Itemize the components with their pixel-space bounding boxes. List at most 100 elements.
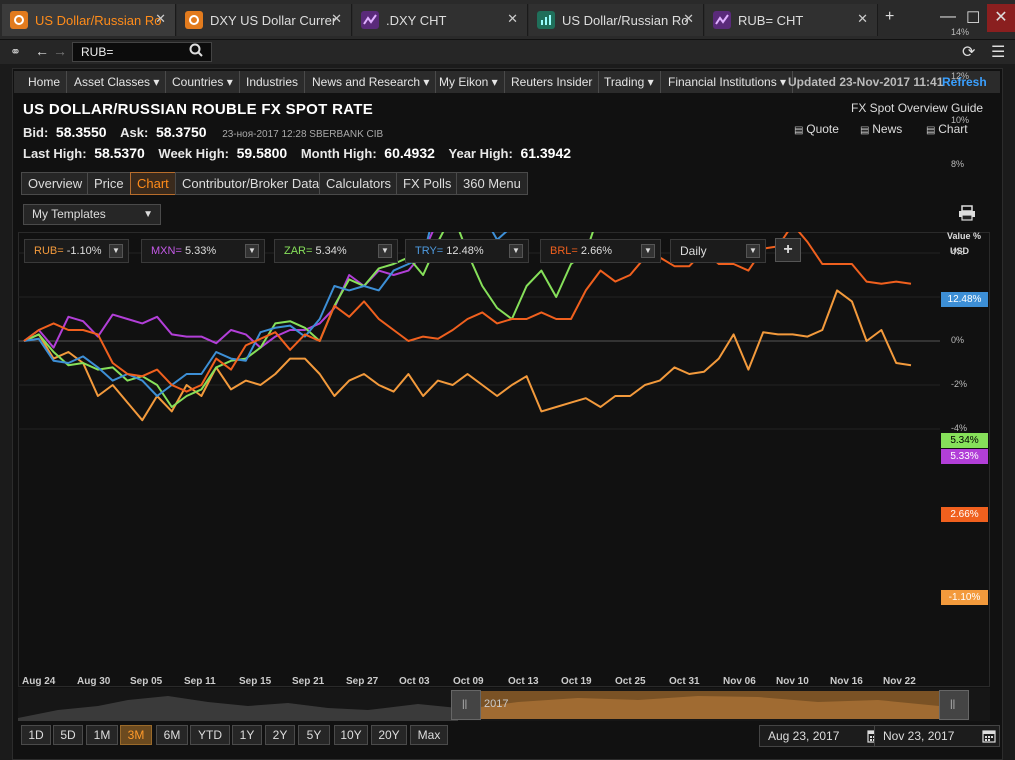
x-tick-label: Sep 21: [292, 676, 325, 687]
chip-dropdown-icon[interactable]: ▼: [509, 244, 523, 258]
series-chip-mxn[interactable]: MXN= 5.33% ▼: [141, 239, 265, 263]
subtab-chart[interactable]: Chart: [130, 172, 176, 195]
quote-link[interactable]: ▤ Quote: [794, 122, 839, 136]
y-tick-label: 10%: [951, 115, 970, 125]
chip-dropdown-icon[interactable]: ▼: [378, 244, 392, 258]
subtab-overview[interactable]: Overview: [21, 172, 90, 195]
series-chip-zar[interactable]: ZAR= 5.34% ▼: [274, 239, 398, 263]
menu-my-eikon[interactable]: My Eikon ▾: [433, 71, 505, 93]
menu-home[interactable]: Home: [22, 71, 68, 93]
print-icon[interactable]: [958, 205, 976, 226]
refresh-link[interactable]: Refresh: [942, 75, 987, 89]
value-tag-zar: 5.34%: [941, 433, 988, 448]
x-tick-label: Oct 19: [561, 676, 592, 687]
navigator-right-handle[interactable]: ||: [939, 690, 969, 720]
chip-mxn-label: MXN=: [151, 245, 182, 257]
series-chip-brl[interactable]: BRL= 2.66% ▼: [540, 239, 661, 263]
chip-brl-label: BRL=: [550, 245, 578, 257]
tab-usd-rub-quote[interactable]: US Dollar/Russian Roub ✕: [2, 4, 176, 36]
period-button-20y[interactable]: 20Y: [371, 725, 407, 745]
period-button-ytd[interactable]: YTD: [190, 725, 230, 745]
week-high-label: Week High:: [158, 146, 229, 161]
back-arrow-icon[interactable]: ←: [35, 43, 49, 59]
menu-news-research[interactable]: News and Research ▾: [306, 71, 437, 93]
link-icon[interactable]: ⚭: [10, 44, 21, 59]
app-menu-bar: Home Asset Classes ▾ Countries ▾ Industr…: [14, 71, 1000, 93]
chart-link[interactable]: ▤ Chart: [926, 122, 968, 136]
chart-teal-icon: [537, 11, 555, 29]
navigator-left-handle[interactable]: ||: [451, 690, 481, 720]
hamburger-menu-icon[interactable]: ☰: [991, 44, 1006, 61]
period-button-6m[interactable]: 6M: [156, 725, 188, 745]
chip-dropdown-icon[interactable]: ▼: [641, 244, 655, 258]
close-icon[interactable]: ✕: [331, 11, 342, 26]
search-icon[interactable]: [189, 43, 203, 62]
window-close-icon[interactable]: ✕: [987, 4, 1015, 32]
tab-rub-chart[interactable]: RUB= CHT ✕: [705, 4, 878, 36]
interval-dropdown[interactable]: Daily ▼: [670, 239, 766, 263]
eikon-orange-icon: [185, 11, 203, 29]
tab-usd-rub-teal[interactable]: US Dollar/Russian Roub ✕: [529, 4, 704, 36]
chip-zar-label: ZAR=: [284, 245, 313, 257]
subtab-fx-polls[interactable]: FX Polls: [396, 172, 459, 195]
value-tag-try: 12.48%: [941, 292, 988, 307]
subtab-contributor-broker[interactable]: Contributor/Broker Data: [175, 172, 327, 195]
x-tick-label: Nov 16: [830, 676, 863, 687]
date-to-input[interactable]: Nov 23, 2017: [874, 725, 1000, 747]
add-series-plus-icon[interactable]: +: [775, 238, 801, 262]
chip-dropdown-icon[interactable]: ▼: [109, 244, 123, 258]
subtab-price[interactable]: Price: [87, 172, 131, 195]
fx-spot-guide-link[interactable]: FX Spot Overview Guide: [851, 101, 984, 115]
period-button-1m[interactable]: 1M: [86, 725, 118, 745]
tab-label: RUB= CHT: [738, 12, 804, 28]
x-tick-label: Sep 05: [130, 676, 163, 687]
chip-try-label: TRY=: [415, 245, 444, 257]
menu-industries[interactable]: Industries: [240, 71, 306, 93]
subtab-calculators[interactable]: Calculators: [319, 172, 399, 195]
address-input[interactable]: [72, 42, 212, 62]
new-tab-plus-icon[interactable]: +: [885, 8, 895, 25]
close-icon[interactable]: ✕: [857, 11, 868, 26]
templates-dropdown[interactable]: My Templates ▼: [23, 204, 161, 225]
chart-area: [18, 232, 990, 687]
close-icon[interactable]: ✕: [507, 11, 518, 26]
close-icon[interactable]: ✕: [683, 11, 694, 26]
menu-financial-institutions[interactable]: Financial Institutions ▾: [662, 71, 794, 93]
tab-label: .DXY CHT: [386, 12, 447, 28]
chip-dropdown-icon[interactable]: ▼: [245, 244, 259, 258]
tab-label: US Dollar/Russian Roub: [35, 12, 161, 28]
period-button-1y[interactable]: 1Y: [232, 725, 262, 745]
month-high-label: Month High:: [300, 146, 377, 161]
date-from-input[interactable]: Aug 23, 2017: [759, 725, 885, 747]
menu-trading[interactable]: Trading ▾: [598, 71, 661, 93]
chip-try-value: 12.48%: [446, 245, 484, 257]
period-button-10y[interactable]: 10Y: [334, 725, 368, 745]
close-icon[interactable]: ✕: [155, 11, 166, 26]
menu-countries[interactable]: Countries ▾: [166, 71, 240, 93]
calendar-icon[interactable]: [982, 729, 996, 743]
series-chip-try[interactable]: TRY= 12.48% ▼: [405, 239, 529, 263]
tab-dxy-chart[interactable]: .DXY CHT ✕: [353, 4, 528, 36]
minimize-icon[interactable]: —: [940, 8, 956, 25]
period-button-5y[interactable]: 5Y: [298, 725, 330, 745]
period-button-3m[interactable]: 3M: [120, 725, 152, 745]
reload-icon[interactable]: ⟳: [962, 44, 976, 61]
news-link[interactable]: ▤ News: [860, 122, 902, 136]
period-button-max[interactable]: Max: [410, 725, 448, 745]
series-chip-rub[interactable]: RUB= -1.10% ▼: [24, 239, 129, 263]
tab-dxy-currency[interactable]: DXY US Dollar Currency ✕: [177, 4, 352, 36]
subtab-360-menu[interactable]: 360 Menu: [456, 172, 528, 195]
year-high-value: 61.3942: [520, 145, 572, 161]
ask-label: Ask:: [120, 125, 149, 140]
menu-reuters-insider[interactable]: Reuters Insider: [505, 71, 600, 93]
period-button-1d[interactable]: 1D: [21, 725, 51, 745]
forward-arrow-icon[interactable]: →: [53, 43, 67, 59]
y-tick-label: -4%: [951, 423, 968, 433]
period-button-2y[interactable]: 2Y: [265, 725, 295, 745]
x-tick-label: Oct 25: [615, 676, 646, 687]
menu-asset-classes[interactable]: Asset Classes ▾: [68, 71, 167, 93]
maximize-icon[interactable]: ☐: [966, 10, 981, 27]
line-chart[interactable]: [18, 232, 990, 687]
period-button-5d[interactable]: 5D: [53, 725, 83, 745]
quote-doc-icon: ▤: [794, 125, 807, 136]
